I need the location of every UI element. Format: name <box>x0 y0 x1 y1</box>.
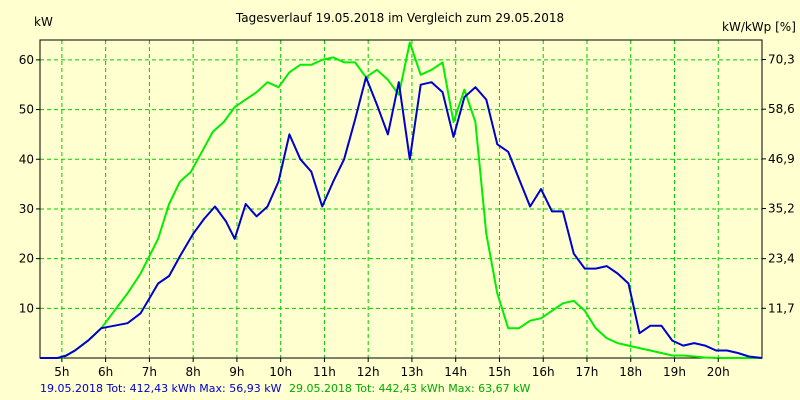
series-line-1 <box>40 76 763 359</box>
y2-tick-label: 70,3 <box>768 53 795 67</box>
y-axis-label: kW <box>34 15 53 29</box>
x-tick-label: 11h <box>313 365 336 379</box>
tick-labels: 5h 6h 7h 8h 9h 10h 11h 12h 13h 14h 15h 16h 17h 18h 19h… <box>19 53 795 379</box>
y2-tick-label: 23,4 <box>768 252 795 266</box>
y-tick-label: 30 <box>19 202 34 216</box>
y2-tick-label: 11,7 <box>768 301 795 315</box>
footer-legend: 19.05.2018 Tot: 412,43 kWh Max: 56,93 kW… <box>40 382 531 395</box>
x-tick-label: 16h <box>532 365 555 379</box>
series-layer <box>40 41 763 359</box>
x-tick-label: 10h <box>269 365 292 379</box>
series-1-summary: 19.05.2018 Tot: 412,43 kWh Max: 56,93 kW <box>40 382 282 395</box>
y2-tick-label: 46,9 <box>768 152 795 166</box>
series-line-2 <box>40 41 762 359</box>
series-2-summary: 29.05.2018 Tot: 442,43 kWh Max: 63,67 kW <box>289 382 531 395</box>
x-tick-label: 7h <box>142 365 157 379</box>
y-tick-label: 50 <box>19 103 34 117</box>
x-tick-label: 18h <box>619 365 642 379</box>
grid <box>40 40 762 358</box>
y2-tick-label: 58,6 <box>768 102 795 116</box>
x-tick-label: 17h <box>576 365 599 379</box>
y2-axis-label: kW/kWp [%] <box>722 20 796 34</box>
y-tick-label: 40 <box>19 152 34 166</box>
chart-title: Tagesverlauf 19.05.2018 im Vergleich zum… <box>235 11 564 25</box>
y-tick-label: 60 <box>19 53 34 67</box>
y-tick-label: 10 <box>19 301 34 315</box>
x-tick-label: 8h <box>186 365 201 379</box>
x-tick-label: 9h <box>229 365 244 379</box>
x-tick-label: 15h <box>488 365 511 379</box>
y2-tick-label: 35,2 <box>768 202 795 216</box>
x-tick-label: 19h <box>663 365 686 379</box>
x-tick-label: 6h <box>98 365 113 379</box>
x-tick-label: 13h <box>401 365 424 379</box>
x-tick-label: 20h <box>707 365 730 379</box>
svg-text:19.05.2018 Tot: 412,43 kWh Max: 19.05.2018 Tot: 412,43 kWh Max: 56,93 kW… <box>40 382 531 395</box>
x-tick-label: 5h <box>54 365 69 379</box>
y-tick-label: 20 <box>19 252 34 266</box>
x-tick-label: 12h <box>357 365 380 379</box>
x-tick-label: 14h <box>444 365 467 379</box>
plot-frame <box>39 39 763 359</box>
